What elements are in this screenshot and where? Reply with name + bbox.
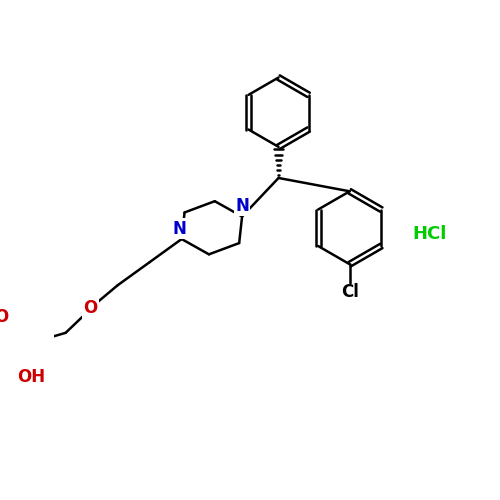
Text: N: N [235,197,249,215]
Text: HCl: HCl [412,226,446,244]
Text: OH: OH [18,368,46,386]
Text: O: O [83,300,97,318]
Text: O: O [0,308,8,326]
Text: Cl: Cl [340,283,358,301]
Text: N: N [172,220,186,238]
